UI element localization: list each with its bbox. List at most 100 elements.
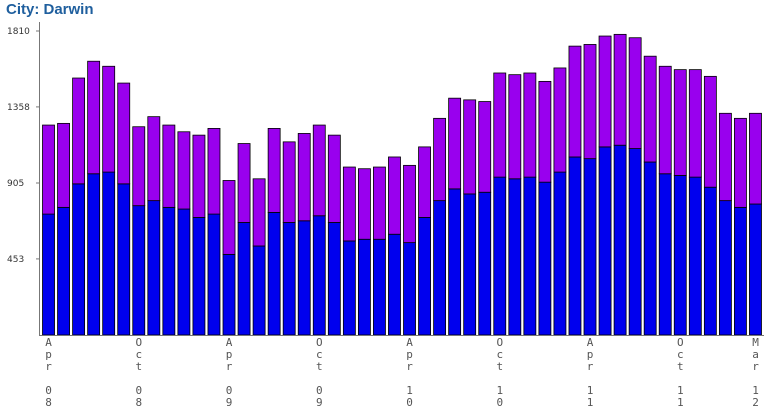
bar-series-1-15: [267, 128, 281, 213]
x-tick-char: p: [406, 348, 413, 361]
bar-series-1-35: [568, 45, 582, 158]
bar-series-1-24: [403, 164, 416, 244]
bar-series-0-13: [237, 222, 251, 336]
bar-series-0-30: [493, 176, 507, 336]
bar-series-1-26: [433, 117, 447, 202]
bar-series-1-31: [508, 74, 522, 180]
bar-series-1-7: [147, 116, 161, 202]
x-tick-char: O: [316, 336, 323, 349]
bar-series-0-36: [583, 158, 597, 336]
bar-series-1-6: [132, 126, 146, 207]
bar-series-0-34: [553, 171, 567, 336]
x-tick-char: 9: [316, 396, 323, 409]
bar-series-1-32: [523, 72, 537, 178]
bar-series-1-42: [673, 69, 687, 176]
bar-series-1-37: [598, 35, 612, 148]
x-tick-char: p: [226, 348, 233, 361]
bar-series-0-14: [252, 245, 266, 336]
bar-series-1-14: [252, 178, 266, 247]
x-tick-char: A: [226, 336, 233, 349]
x-tick-labels: Apr08Oct08Apr09Oct09Apr10Oct10Apr11Oct11…: [45, 336, 759, 409]
bar-series-0-38: [613, 144, 627, 336]
bar-series-0-3: [87, 173, 101, 336]
bar-series-1-40: [643, 55, 657, 163]
bar-series-0-43: [688, 176, 702, 336]
x-tick-label-5: Oct 10: [496, 336, 503, 409]
bar-series-0-8: [162, 206, 176, 336]
y-tick-label-1: 905: [7, 179, 24, 189]
bar-series-0-7: [147, 200, 161, 336]
x-tick-label-1: Oct 08: [135, 336, 142, 409]
bar-series-1-39: [628, 37, 642, 149]
bar-series-1-38: [613, 33, 627, 146]
bar-series-1-18: [312, 124, 326, 217]
bar-series-1-28: [463, 99, 477, 195]
bar-series-0-18: [312, 215, 326, 336]
bar-series-1-30: [493, 72, 507, 178]
bar-series-0-21: [357, 238, 371, 336]
x-tick-label-8: Mar 12: [752, 336, 759, 409]
bar-series-0-26: [433, 200, 447, 336]
x-tick-char: O: [677, 336, 684, 349]
bar-series-1-45: [718, 112, 732, 202]
bar-series-0-10: [192, 217, 206, 336]
x-tick-label-6: Apr 11: [587, 336, 594, 409]
x-tick-char: r: [406, 360, 413, 373]
bar-series-1-16: [282, 141, 296, 223]
bar-series-1-20: [342, 166, 356, 242]
x-tick-char: c: [677, 348, 684, 361]
bar-series-0-1: [57, 206, 70, 336]
y-tick-label-0: 453: [7, 255, 24, 265]
bar-series-1-4: [102, 65, 116, 173]
bar-series-0-42: [673, 175, 687, 336]
bar-series-0-29: [478, 191, 492, 336]
bar-series-0-12: [222, 253, 236, 336]
bar-series-0-32: [523, 176, 537, 336]
bar-series-1-34: [553, 67, 567, 173]
x-tick-char: r: [752, 360, 759, 373]
x-tick-char: 1: [587, 384, 594, 397]
bar-series-0-15: [267, 211, 281, 336]
bar-series-1-17: [297, 133, 311, 222]
bar-series-0-46: [734, 206, 747, 336]
bar-series-0-33: [538, 181, 552, 336]
x-tick-char: c: [135, 348, 142, 361]
bars-layer: [42, 33, 762, 336]
bar-series-1-19: [327, 134, 341, 223]
bar-series-0-17: [297, 220, 311, 336]
bar-series-0-37: [598, 146, 612, 336]
bar-series-1-43: [688, 69, 702, 178]
bar-series-1-46: [734, 117, 747, 208]
bar-series-1-11: [207, 128, 221, 215]
bar-series-1-1: [57, 122, 70, 208]
bar-series-1-25: [418, 146, 431, 218]
bar-series-1-29: [478, 101, 492, 193]
x-tick-char: 1: [677, 396, 684, 409]
x-tick-char: p: [587, 348, 594, 361]
bar-series-1-12: [222, 180, 236, 255]
x-tick-char: 0: [316, 384, 323, 397]
x-tick-char: r: [587, 360, 594, 373]
bar-series-0-28: [463, 193, 477, 336]
bar-series-1-21: [357, 168, 371, 240]
x-tick-char: t: [496, 360, 503, 373]
bar-series-0-24: [403, 242, 416, 336]
x-tick-char: 0: [45, 384, 52, 397]
x-tick-char: r: [226, 360, 233, 373]
bar-series-0-44: [703, 186, 717, 336]
bar-series-0-23: [388, 233, 401, 336]
bar-series-0-22: [373, 238, 386, 336]
x-tick-char: 1: [677, 384, 684, 397]
x-tick-char: c: [496, 348, 503, 361]
bar-series-0-41: [658, 173, 672, 336]
bar-series-0-0: [42, 213, 55, 336]
bar-series-1-33: [538, 80, 552, 183]
bar-series-1-44: [703, 75, 717, 188]
x-tick-label-7: Oct 11: [677, 336, 684, 409]
axes-layer: [39, 22, 764, 336]
y-tick-labels: 453 905 1358 1810: [7, 27, 40, 265]
x-tick-char: 8: [135, 396, 142, 409]
x-tick-char: p: [45, 348, 52, 361]
x-tick-char: A: [587, 336, 594, 349]
